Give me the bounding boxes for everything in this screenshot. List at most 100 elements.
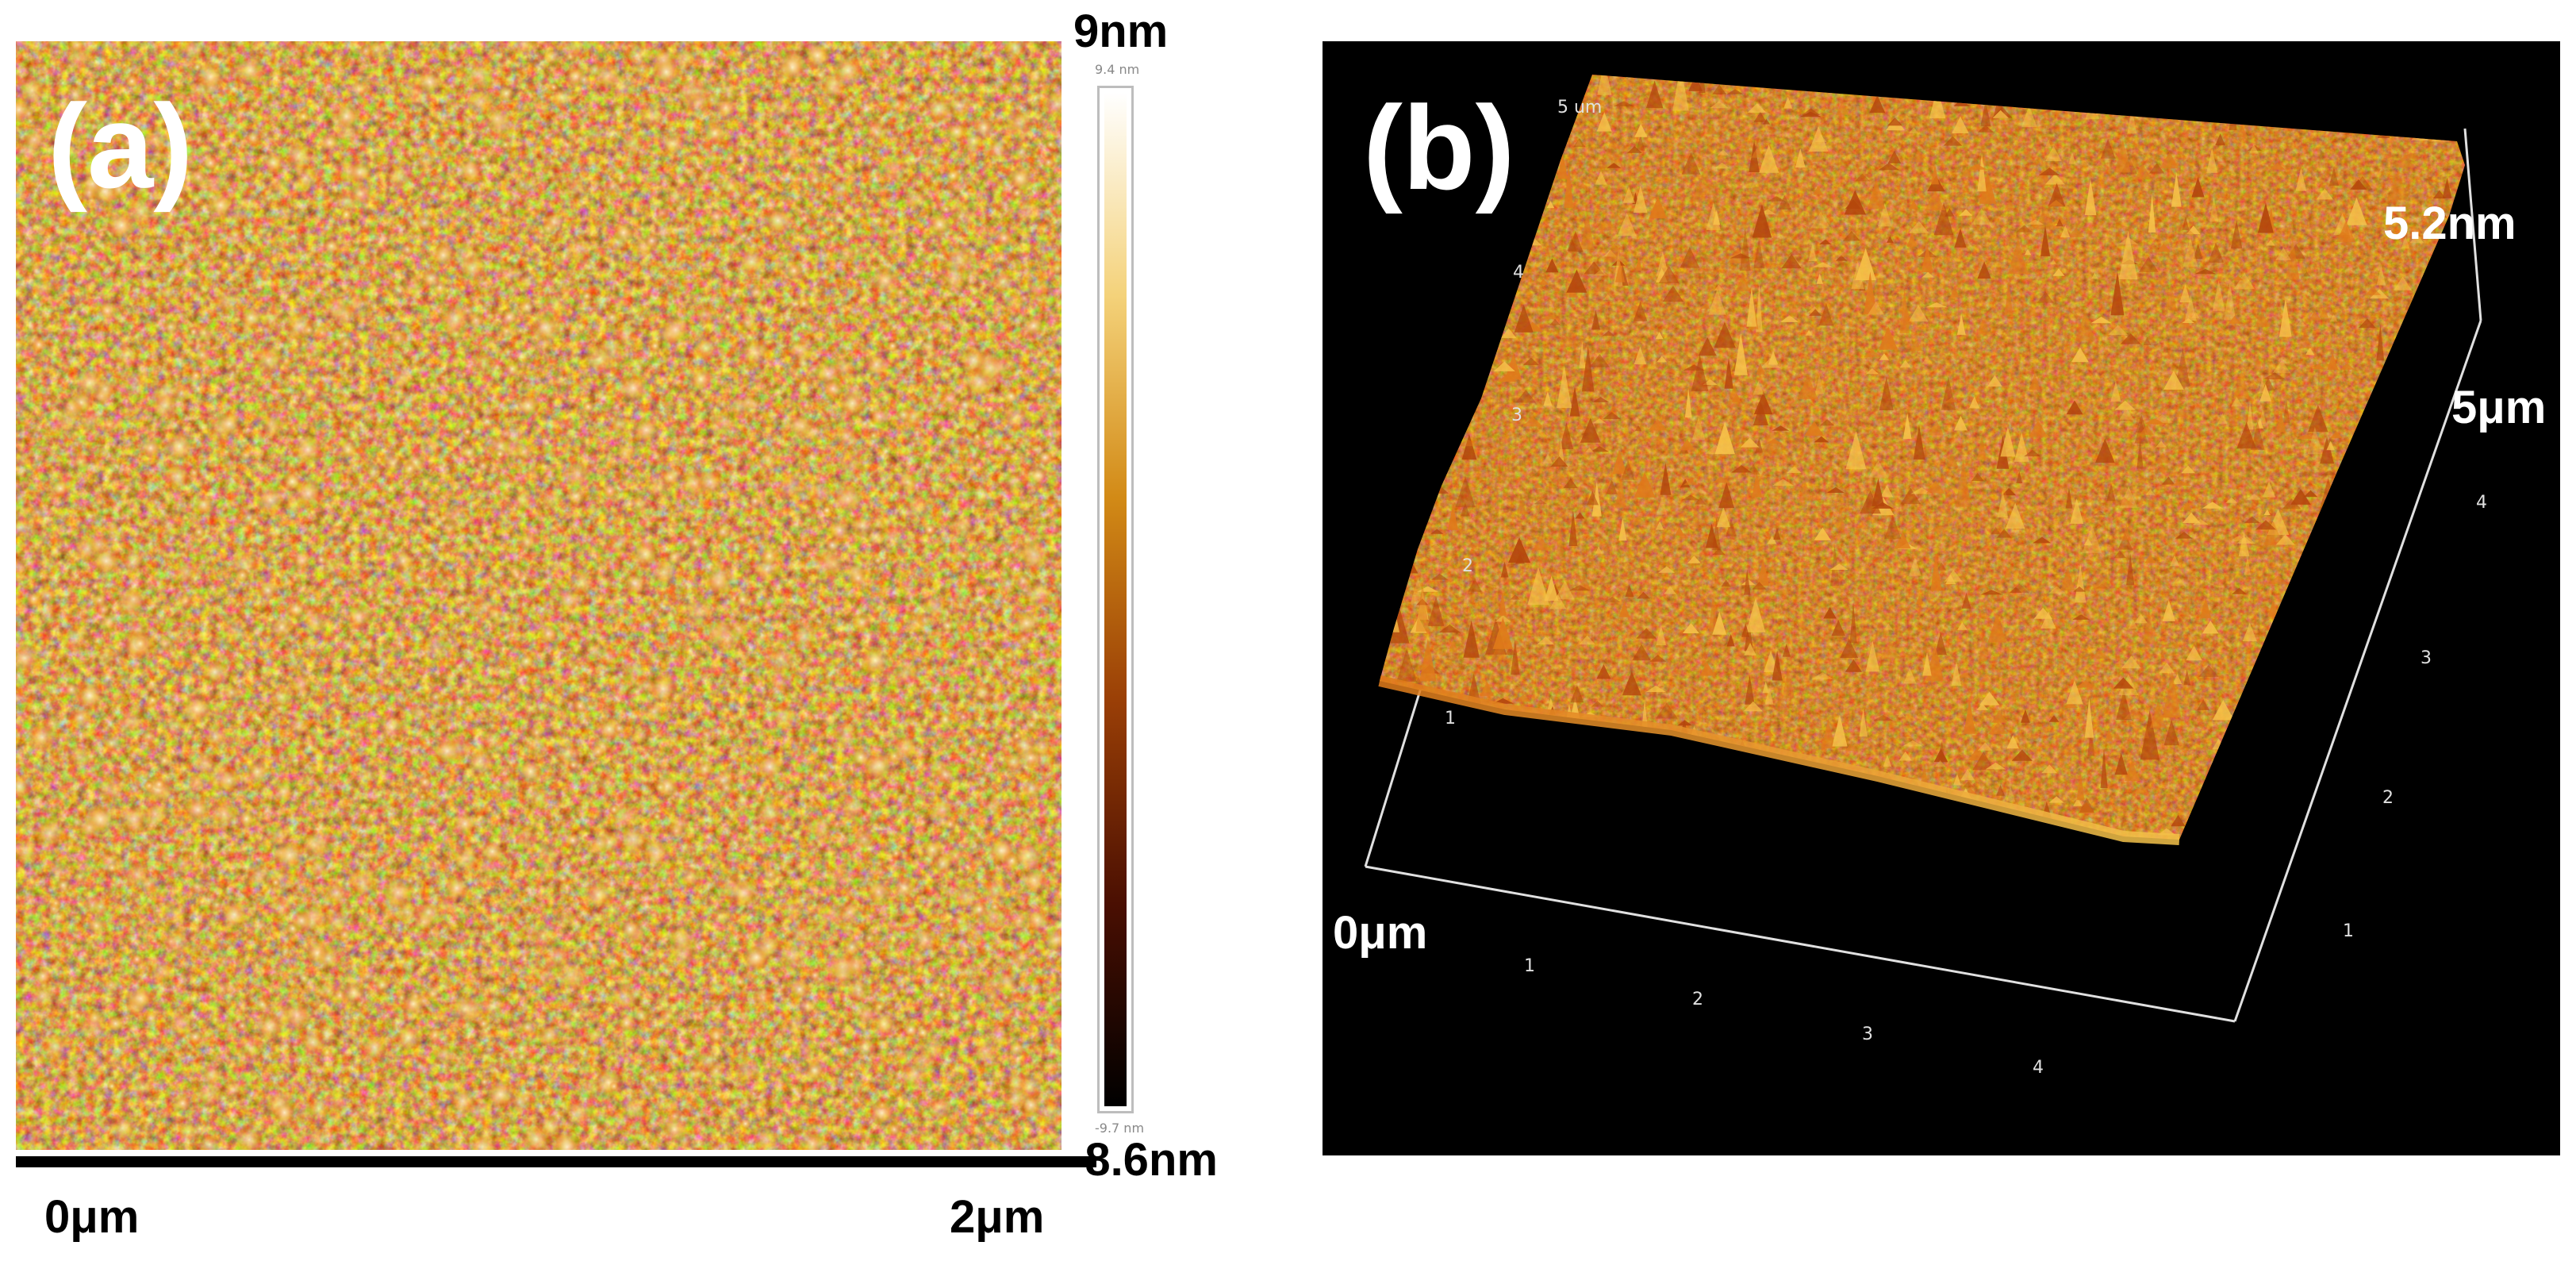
grain (1001, 471, 1023, 494)
surface-peak (2092, 575, 2111, 590)
grain (981, 876, 1009, 904)
surface-peak (1883, 754, 1891, 767)
surface-peak (2351, 580, 2363, 602)
grain (498, 322, 515, 340)
grain (274, 702, 286, 715)
grain (453, 812, 477, 836)
grain (486, 956, 498, 968)
surface-peak (1851, 261, 1864, 290)
grain (217, 411, 242, 436)
grain (950, 881, 980, 910)
surface-peak (1518, 224, 1533, 241)
grain (826, 863, 854, 890)
surface-peak (1526, 112, 1539, 126)
surface-peak (2394, 403, 2411, 435)
surface-peak (1592, 418, 1607, 424)
z-scale-label: 5.2nm (2383, 198, 2516, 249)
grain (178, 41, 205, 63)
surface-peak (2084, 698, 2094, 738)
grain (267, 176, 292, 201)
surface-peak (2270, 163, 2286, 170)
surface-peak (1745, 675, 1755, 705)
grain (213, 979, 232, 998)
grain (637, 99, 668, 130)
surface-peak (2323, 647, 2334, 683)
surface-peak (2345, 75, 2355, 82)
grain (511, 487, 535, 512)
grain (759, 546, 780, 567)
surface-peak (2376, 265, 2386, 286)
grain (190, 369, 202, 382)
surface-peak (2068, 152, 2076, 164)
grain (1019, 747, 1042, 769)
colorbar-small-max: 9.4 nm (1095, 62, 1140, 77)
grain (234, 55, 266, 87)
surface-peak (2294, 692, 2310, 701)
surface-peak (1736, 273, 1750, 291)
surface-peak (1575, 512, 1585, 519)
surface-peak (2140, 710, 2159, 760)
grain (703, 560, 735, 593)
surface-peak (1814, 134, 1827, 143)
surface-peak (2330, 781, 2351, 787)
surface-peak (2452, 760, 2465, 779)
grain (418, 434, 443, 458)
surface-peak (2121, 655, 2141, 669)
grain (426, 987, 440, 1001)
surface-peak (2181, 601, 2190, 617)
surface-peak (1658, 566, 1675, 573)
grain (897, 471, 918, 493)
surface-peak (2319, 89, 2339, 98)
surface-peak (1457, 256, 1472, 282)
grain (511, 932, 525, 947)
grain (809, 284, 823, 298)
surface-peak (1714, 162, 1730, 169)
surface-peak (2244, 706, 2265, 712)
grain (486, 605, 505, 624)
grain (991, 270, 1015, 294)
grain (931, 315, 948, 331)
surface-peak (1693, 185, 1707, 202)
surface-peak (1686, 812, 1696, 819)
surface-peak (1695, 497, 1706, 505)
grain (517, 532, 538, 552)
grain (563, 657, 578, 671)
surface-peak (1887, 117, 1902, 126)
surface-peak (2243, 717, 2260, 750)
surface-peak (2429, 719, 2438, 729)
grain (365, 463, 383, 481)
grain (317, 1023, 337, 1044)
surface-peak (2382, 369, 2390, 386)
grain (112, 341, 140, 370)
grain (405, 875, 417, 886)
surface-peak (1515, 694, 1531, 702)
surface-peak (2044, 174, 2065, 185)
colorbar-gradient (1104, 93, 1127, 1106)
grain (417, 792, 428, 802)
surface-peak (2298, 805, 2306, 813)
surface-peak (2113, 677, 2134, 689)
surface-peak (1525, 813, 1538, 825)
surface-front-edge (1378, 675, 2180, 845)
grain (835, 243, 858, 266)
grain (194, 347, 210, 363)
grain (459, 158, 483, 183)
surface-peak (2382, 705, 2392, 730)
x-axis-end-label: 2μm (950, 1191, 1045, 1243)
grain (612, 221, 635, 244)
grain (778, 895, 806, 923)
grain (392, 550, 415, 572)
surface-peak (1845, 431, 1867, 470)
surface-peak (1960, 769, 1975, 781)
surface-peak (1921, 244, 1933, 272)
surface-peak (1845, 744, 1856, 752)
grain (443, 875, 470, 901)
surface-peak (1447, 504, 1458, 530)
surface-peak (2421, 431, 2438, 438)
surface-peak (2014, 433, 2029, 462)
surface-peak (1492, 617, 1514, 649)
surface-peak (1731, 427, 1741, 444)
grain (192, 750, 217, 775)
surface-peak (2461, 106, 2465, 113)
surface-peak (1460, 502, 1470, 517)
